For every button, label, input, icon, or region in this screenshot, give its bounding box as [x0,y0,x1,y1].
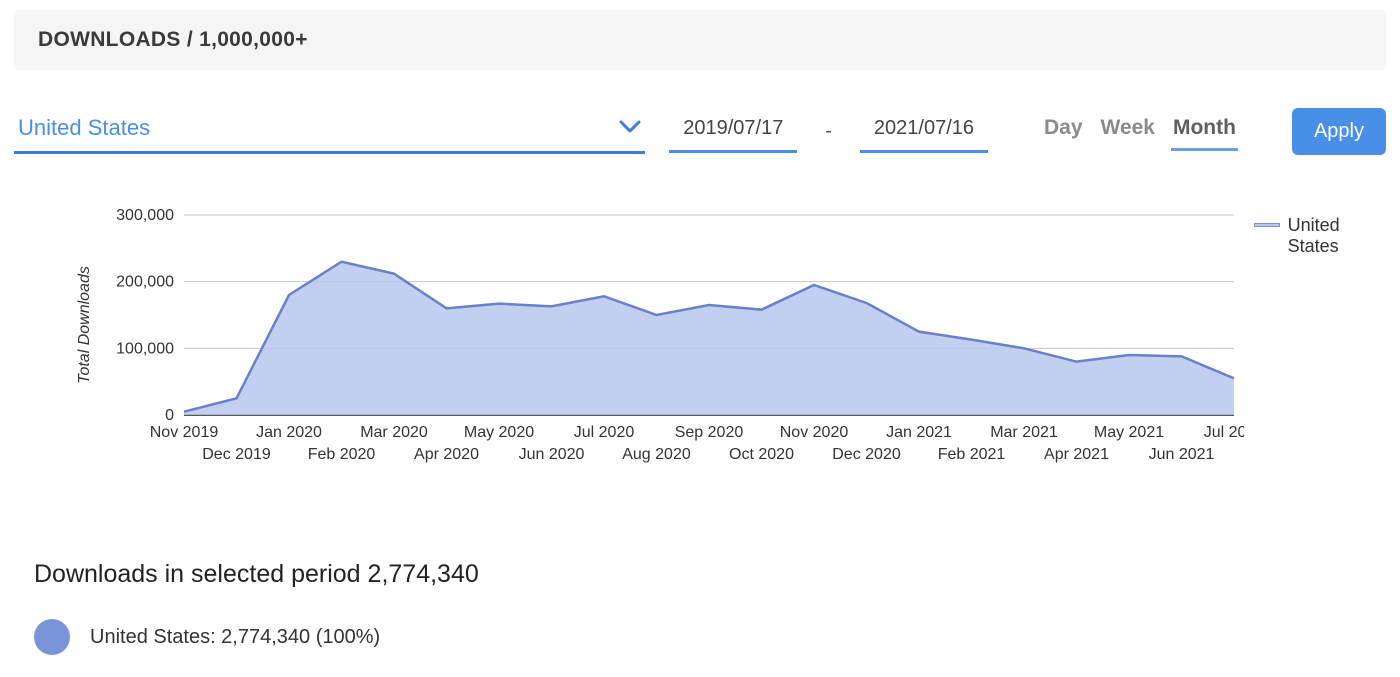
summary-prefix: Downloads in selected period [34,560,368,588]
date-range-separator: - [821,120,836,143]
chart-container: 0 100,000 200,000 300,000 Total Downloads Nov… [34,205,1244,480]
header-bar: DOWNLOADS / 1,000,000+ [14,10,1386,70]
svg-text:Jul 2020: Jul 2020 [574,424,635,441]
svg-text:Dec 2020: Dec 2020 [832,446,901,463]
svg-text:Sep 2020: Sep 2020 [675,424,744,441]
granularity-toggle: Day Week Month [1042,112,1238,151]
granularity-month[interactable]: Month [1171,112,1238,151]
svg-text:Nov 2019: Nov 2019 [150,424,219,441]
downloads-area-chart: 0 100,000 200,000 300,000 Total Downloads Nov… [34,205,1244,475]
svg-text:300,000: 300,000 [116,207,174,224]
svg-text:May 2021: May 2021 [1094,424,1164,441]
date-to-input[interactable] [860,111,988,153]
chart-legend: United States [1254,215,1386,480]
svg-text:May 2020: May 2020 [464,424,534,441]
svg-text:200,000: 200,000 [116,274,174,291]
header-title: DOWNLOADS / 1,000,000+ [38,28,308,51]
series-breakdown-row: United States: 2,774,340 (100%) [34,619,1386,655]
summary-title: Downloads in selected period 2,774,340 [34,560,1386,589]
chevron-down-icon [619,117,641,140]
svg-text:Total Downloads: Total Downloads [76,266,93,384]
country-select-label: United States [18,115,150,141]
svg-text:Jul 2021: Jul 2021 [1204,424,1244,441]
svg-text:Jan 2020: Jan 2020 [256,424,322,441]
country-select[interactable]: United States [14,109,645,154]
summary-total: 2,774,340 [368,560,479,588]
svg-text:Apr 2021: Apr 2021 [1044,446,1109,463]
svg-text:Dec 2019: Dec 2019 [202,446,271,463]
svg-text:Mar 2021: Mar 2021 [990,424,1058,441]
svg-text:Jun 2020: Jun 2020 [519,446,585,463]
summary-section: Downloads in selected period 2,774,340 U… [14,560,1386,655]
svg-text:Jan 2021: Jan 2021 [886,424,952,441]
apply-button[interactable]: Apply [1292,108,1386,155]
legend-label: United States [1288,215,1386,257]
series-breakdown-label: United States: 2,774,340 (100%) [90,626,380,649]
svg-text:Oct 2020: Oct 2020 [729,446,794,463]
svg-text:Jun 2021: Jun 2021 [1149,446,1215,463]
filter-controls: United States - Day Week Month Apply [14,108,1386,155]
svg-text:Feb 2021: Feb 2021 [938,446,1006,463]
svg-text:100,000: 100,000 [116,340,174,357]
chart-region: 0 100,000 200,000 300,000 Total Downloads Nov… [14,205,1386,480]
granularity-week[interactable]: Week [1099,112,1157,151]
svg-text:Mar 2020: Mar 2020 [360,424,428,441]
svg-text:Feb 2020: Feb 2020 [308,446,376,463]
granularity-day[interactable]: Day [1042,112,1085,151]
svg-text:0: 0 [165,407,174,424]
date-from-input[interactable] [669,111,797,153]
svg-text:Aug 2020: Aug 2020 [622,446,691,463]
legend-swatch [1254,223,1280,227]
svg-text:Apr 2020: Apr 2020 [414,446,479,463]
series-color-dot [34,619,70,655]
svg-text:Nov 2020: Nov 2020 [780,424,849,441]
